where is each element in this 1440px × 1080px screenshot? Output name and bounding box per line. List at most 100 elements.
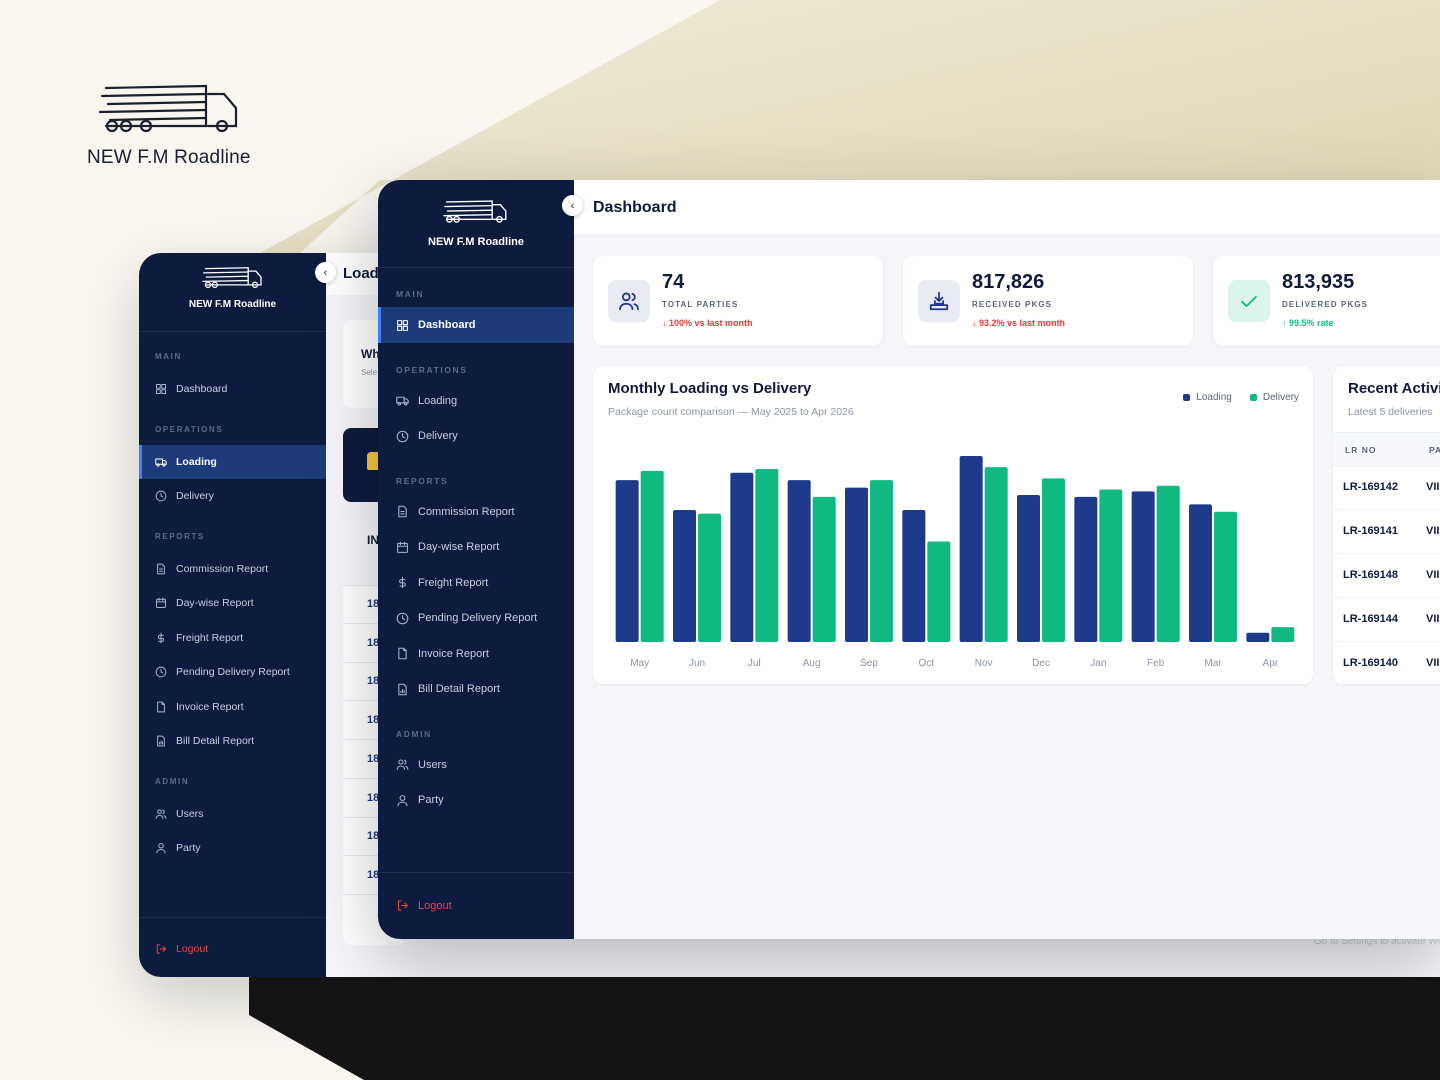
sidebar-item-party[interactable]: Party <box>139 831 326 865</box>
bar-delivery-aug[interactable] <box>812 496 836 642</box>
x-tick-label: Sep <box>860 658 878 669</box>
collapse-sidebar-button[interactable]: ‹ <box>562 195 583 216</box>
row-id: 18 <box>367 675 380 688</box>
sidebar-item-invoice-report[interactable]: Invoice Report <box>378 636 574 672</box>
sidebar-item-delivery[interactable]: Delivery <box>378 418 574 454</box>
legend-loading[interactable]: Loading <box>1183 392 1232 403</box>
bar-loading-aug[interactable] <box>787 480 811 642</box>
sidebar-item-bill-detail-report[interactable]: Bill Detail Report <box>139 724 326 758</box>
column-party: PA <box>1429 445 1440 455</box>
sidebar-item-delivery[interactable]: Delivery <box>139 479 326 513</box>
bar-delivery-may[interactable] <box>640 470 664 642</box>
sidebar-item-day-wise-report[interactable]: Day-wise Report <box>378 529 574 565</box>
sidebar-item-label: Freight Report <box>176 631 244 644</box>
activity-row[interactable]: LR-169142 VII <box>1333 466 1440 510</box>
sidebar-item-dashboard[interactable]: Dashboard <box>378 307 574 343</box>
sidebar-item-label: Dashboard <box>418 319 476 331</box>
sidebar-item-users[interactable]: Users <box>378 747 574 783</box>
bar-loading-mar[interactable] <box>1189 504 1212 642</box>
sidebar-item-pending-delivery-report[interactable]: Pending Delivery Report <box>378 600 574 636</box>
row-id: 18 <box>367 752 380 765</box>
bar-delivery-oct[interactable] <box>927 541 951 642</box>
stat-label: DELIVERED PKGS <box>1282 300 1369 309</box>
table-row[interactable]: 18 <box>343 625 403 663</box>
sidebar-item-bill-detail-report[interactable]: Bill Detail Report <box>378 671 574 707</box>
table-row[interactable]: 18 <box>343 586 403 624</box>
sidebar-item-commission-report[interactable]: Commission Report <box>139 552 326 586</box>
sidebar-item-loading[interactable]: Loading <box>139 444 326 479</box>
bar-loading-sep[interactable] <box>845 487 868 642</box>
bar-delivery-feb[interactable] <box>1156 485 1180 642</box>
bar-loading-jul[interactable] <box>730 472 754 642</box>
sidebar-item-label: Invoice Report <box>418 647 489 660</box>
sidebar-section-operations: OPERATIONS <box>396 364 468 375</box>
bar-loading-jan[interactable] <box>1074 496 1098 642</box>
bar-loading-jun[interactable] <box>673 509 696 642</box>
sidebar-item-day-wise-report[interactable]: Day-wise Report <box>139 586 326 620</box>
bar-delivery-jan[interactable] <box>1099 489 1123 642</box>
bar-delivery-sep[interactable] <box>870 480 893 642</box>
page-title: Dashboard <box>593 199 677 216</box>
party-name: VII <box>1426 481 1440 493</box>
x-tick-label: May <box>630 658 649 669</box>
legend-swatch <box>1183 394 1191 401</box>
logout-button[interactable]: Logout <box>155 943 208 955</box>
table-row[interactable]: 18 <box>343 818 403 857</box>
table-row[interactable]: 18 <box>343 857 403 895</box>
stat-value: 817,826 <box>972 271 1045 293</box>
page-title: Loadi <box>343 265 383 282</box>
bar-delivery-mar[interactable] <box>1214 511 1237 642</box>
stat-trend: ↓ 93.2% vs last month <box>972 318 1066 328</box>
bar-loading-feb[interactable] <box>1131 491 1155 642</box>
collapse-sidebar-button[interactable]: ‹ <box>315 262 336 283</box>
sidebar-item-loading[interactable]: Loading <box>378 383 574 419</box>
legend-delivery[interactable]: Delivery <box>1249 392 1299 403</box>
bar-loading-apr[interactable] <box>1246 632 1270 642</box>
table-row[interactable]: 18 <box>343 780 403 818</box>
sidebar-item-invoice-report[interactable]: Invoice Report <box>139 690 326 724</box>
table-row[interactable]: 18 <box>343 702 403 741</box>
sidebar-item-label: Users <box>176 807 204 820</box>
sidebar-item-label: Users <box>418 758 447 771</box>
bar-delivery-jul[interactable] <box>755 469 779 642</box>
activity-row[interactable]: LR-169148 VII <box>1333 554 1440 598</box>
logout-icon <box>397 900 408 911</box>
legend-label: Delivery <box>1262 392 1299 403</box>
table-row[interactable]: 18 <box>343 663 403 702</box>
calendar-icon <box>156 597 166 608</box>
activity-row[interactable]: LR-169144 VII <box>1333 598 1440 642</box>
bar-loading-may[interactable] <box>615 480 639 642</box>
sidebar-item-label: Commission Report <box>418 505 515 518</box>
sidebar-section-admin: ADMIN <box>155 776 190 786</box>
sidebar-item-freight-report[interactable]: Freight Report <box>378 565 574 601</box>
x-tick-label: Apr <box>1263 658 1279 669</box>
bar-delivery-dec[interactable] <box>1042 478 1065 642</box>
sidebar-item-users[interactable]: Users <box>139 797 326 831</box>
bar-delivery-jun[interactable] <box>698 513 721 642</box>
bar-loading-oct[interactable] <box>902 509 926 642</box>
bar-loading-nov[interactable] <box>959 456 983 642</box>
users-icon <box>155 808 167 819</box>
lr-number: LR-169140 <box>1343 657 1399 669</box>
activity-row[interactable]: LR-169141 VII <box>1333 510 1440 554</box>
table-row[interactable]: 18 <box>343 741 403 779</box>
bar-delivery-nov[interactable] <box>984 467 1008 642</box>
sidebar-item-party[interactable]: Party <box>378 782 574 818</box>
logout-button[interactable]: Logout <box>396 899 452 912</box>
truck-logo-icon <box>98 84 238 133</box>
sidebar-section-operations: OPERATIONS <box>155 424 224 434</box>
sidebar-item-dashboard[interactable]: Dashboard <box>139 372 326 406</box>
clock-icon <box>396 612 409 624</box>
bar-loading-dec[interactable] <box>1017 495 1040 642</box>
sidebar-item-freight-report[interactable]: Freight Report <box>139 621 326 655</box>
stat-trend: ↑ 99.5% rate <box>1282 318 1334 328</box>
activity-table-header: LR NO PA <box>1333 432 1440 466</box>
bar-delivery-apr[interactable] <box>1271 627 1295 642</box>
sidebar-item-commission-report[interactable]: Commission Report <box>378 494 574 530</box>
row-id: 18 <box>367 598 380 610</box>
activity-row[interactable]: LR-169140 VII <box>1333 642 1440 684</box>
x-tick-label: Jan <box>1090 658 1106 669</box>
taxi-icon <box>367 452 381 470</box>
sidebar-item-pending-delivery-report[interactable]: Pending Delivery Report <box>139 655 326 689</box>
sidebar-item-label: Loading <box>176 455 217 468</box>
